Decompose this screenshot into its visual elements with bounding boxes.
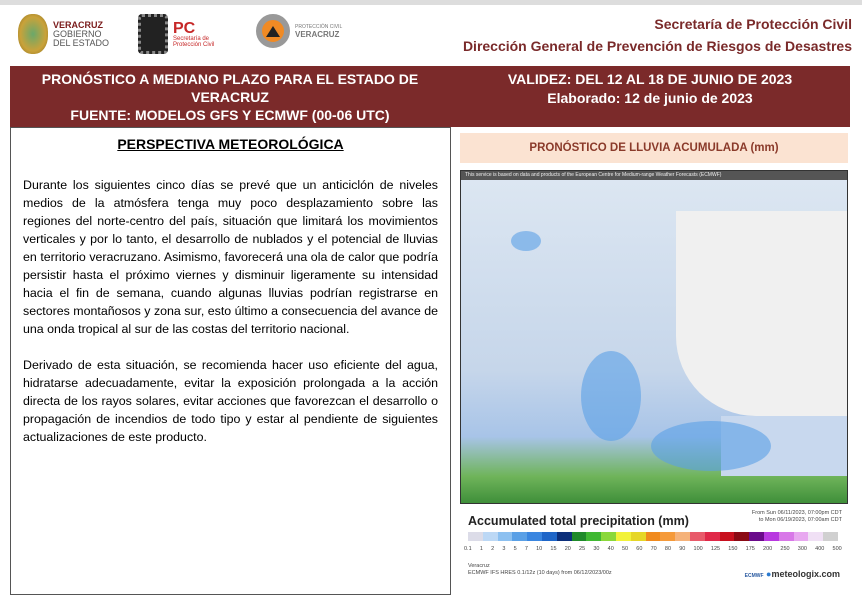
logo-text: VERACRUZ [295,29,340,39]
perspective-title: PERSPECTIVA METEOROLÓGICA [117,136,344,152]
scale-tick: 150 [728,546,738,552]
scale-tick: 7 [524,546,528,552]
brand-text: meteologix.com [771,569,840,579]
scale-swatch [541,532,557,541]
scale-tick: 80 [664,546,672,552]
rain-area [651,421,771,471]
logo-text: PC [173,19,196,37]
scale-swatch [734,532,750,541]
scale-tick: 90 [679,546,686,552]
scale-tick: 1 [479,546,483,552]
perspective-panel: PERSPECTIVA METEOROLÓGICA Durante los si… [10,127,451,595]
legend-source: Veracruz ECMWF IFS HRES 0.1/12z (10 days)… [468,563,612,577]
logo-text: VERACRUZ [53,19,104,30]
forecast-source: FUENTE: MODELOS GFS Y ECMWF (00-06 UTC) [70,107,390,123]
scale-swatch [823,532,838,541]
legend-title: Accumulated total precipitation (mm) [468,514,689,528]
region-label: Veracruz [468,563,490,569]
scale-swatch [601,532,616,541]
scale-tick: 300 [797,546,807,552]
scale-swatch [556,532,572,541]
scale-swatch [512,532,528,541]
scale-swatch [704,532,720,541]
gulf-of-mexico [676,211,847,416]
scale-tick: 400 [815,546,825,552]
scale-swatch [468,532,483,541]
scale-tick: 2 [491,546,495,552]
scale-swatch [527,532,542,541]
scale-tick: 30 [593,546,600,552]
rain-area [581,351,641,441]
logo-text: DEL ESTADO [53,37,110,48]
logo-gobierno-veracruz: VERACRUZ GOBIERNO DEL ESTADO [18,14,109,54]
scale-tick: 60 [636,546,643,552]
logo-text: GOBIERNO [53,28,102,39]
scale-tick: 250 [780,546,790,552]
scale-tick: 50 [621,546,629,552]
rain-area [511,231,541,251]
scale-tick: 70 [650,546,657,552]
scale-swatch [660,532,676,541]
precipitation-legend: Accumulated total precipitation (mm) Fro… [460,505,848,595]
org-name: Secretaría de Protección Civil [654,16,852,32]
scale-tick: 200 [763,546,773,552]
perspective-paragraph: Derivado de esta situación, se recomiend… [23,358,438,444]
scale-swatch [571,532,587,541]
veracruz-seal-icon [18,14,48,54]
map-caption: This service is based on data and produc… [461,171,847,180]
scale-swatch [497,532,513,541]
rain-forecast-title: PRONÓSTICO DE LLUVIA ACUMULADA (mm) [460,133,848,163]
date-to: to Mon 06/19/2023, 07:00am CDT [758,517,842,523]
prepared-date: Elaborado: 12 de junio de 2023 [547,90,753,106]
scale-tick: 15 [550,546,557,552]
logo-text: PROTECCIÓN CIVIL [295,23,343,30]
scale-swatch [630,532,646,541]
scale-swatch [749,532,764,541]
org-directorate: Dirección General de Prevención de Riesg… [462,38,852,54]
scale-tick: 40 [607,546,614,552]
scale-tick: 175 [745,546,755,552]
scale-swatch [675,532,690,541]
scale-tick: 10 [536,546,543,552]
scale-tick: 500 [832,546,842,552]
scale-tick: 25 [579,546,586,552]
civil-protection-emblem-icon [256,14,290,48]
scale-tick: 125 [710,546,721,552]
scale-tick: 5 [513,546,517,552]
perspective-paragraph: Durante los siguientes cinco días se pre… [23,178,438,336]
model-label: ECMWF IFS HRES 0.1/12z (10 days) from 06… [468,570,612,576]
scale-swatch [793,532,809,541]
scale-swatch [763,532,779,541]
logo-text: Secretaría de [173,35,210,42]
scale-swatch [615,532,631,541]
scale-swatch [778,532,794,541]
title-band: PRONÓSTICO A MEDIANO PLAZO PARA EL ESTAD… [10,66,850,127]
legend-dates: From Sun 06/11/2023, 07:00pm CDT to Mon 0… [752,510,842,524]
scale-swatch [689,532,705,541]
ecmwf-logo: ECMWF [744,573,764,579]
logo-proteccion-civil: PROTECCIÓN CIVIL VERACRUZ [256,14,342,48]
scale-swatch [645,532,661,541]
scale-swatch [719,532,735,541]
date-from: From Sun 06/11/2023, 07:00pm CDT [751,510,842,516]
meteologix-logo: ECMWF ●meteologix.com [744,569,840,579]
scale-tick: 20 [564,546,571,552]
pc-seal-icon [138,14,168,54]
precipitation-map: This service is based on data and produc… [460,170,848,504]
scale-swatch [482,532,498,541]
scale-tick: 3 [502,546,506,552]
color-scale [468,532,838,541]
validity: VALIDEZ: DEL 12 AL 18 DE JUNIO DE 2023 [507,71,793,87]
scale-tick: 100 [693,546,703,552]
top-strip [0,0,862,5]
scale-ticks: 0.1 1 2 3 5 7 10 15 20 25 30 40 50 60 70 80 90 100 125 150 1… [464,546,842,552]
forecast-title: PRONÓSTICO A MEDIANO PLAZO PARA EL ESTAD… [41,71,419,105]
scale-tick: 0.1 [464,546,472,552]
scale-swatch [808,532,824,541]
logo-pc: PC Secretaría de Protección Civil [138,14,214,54]
scale-swatch [586,532,602,541]
logo-text: Protección Civil [173,41,215,48]
